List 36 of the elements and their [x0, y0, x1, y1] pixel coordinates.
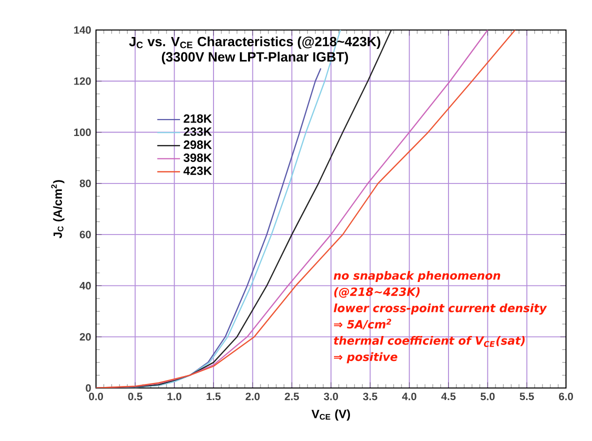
x-tick-label: 3.0 — [324, 392, 338, 400]
x-tick-label: 2.5 — [284, 392, 299, 400]
y-tick-label: 40 — [80, 282, 91, 290]
y-tick-label: 120 — [74, 77, 91, 85]
x-tick-label: 6.0 — [558, 392, 573, 400]
text: (3300V New LPT-Planar IGBT) — [162, 52, 348, 64]
x-tick-label: 0.0 — [89, 392, 103, 400]
annotation: ⇒ 5A/cm$^{2}$ — [334, 318, 392, 330]
y-tick-label: 0 — [86, 384, 91, 392]
x-tick-label: 1.0 — [168, 392, 182, 400]
legend-label: 423K — [183, 166, 212, 176]
x-axis-title: V$_{CE}$ (V) — [312, 409, 350, 421]
annotation: (@218~423K) — [334, 287, 420, 298]
x-tick-label: 4.5 — [441, 392, 456, 400]
annotation: lower cross-point current density — [334, 304, 547, 315]
x-tick-label: 3.5 — [363, 392, 378, 400]
y-tick-label: 60 — [80, 230, 91, 238]
legend-label: 398K — [184, 153, 212, 162]
annotation: ⇒ positive — [334, 352, 398, 364]
x-tick-label: 0.5 — [128, 392, 142, 400]
x-tick-label: 5.0 — [480, 392, 495, 400]
y-tick-label: 80 — [80, 180, 91, 188]
legend-label: 233K — [184, 127, 212, 136]
annotation: thermal coefficient of V$_{CE}$(sat) — [334, 336, 525, 347]
legend-label: 218K — [184, 114, 212, 123]
y-tick-label: 140 — [74, 26, 91, 34]
y-axis-title: J$_{C}$ (A/cm$^{2}$) — [51, 180, 64, 238]
x-tick-label: 2.0 — [246, 392, 260, 400]
x-tick-label: 4.0 — [402, 392, 416, 400]
legend-label: 298K — [184, 140, 212, 149]
y-tick-label: 100 — [74, 128, 91, 136]
x-tick-label: 1.5 — [206, 392, 221, 400]
y-tick-label: 20 — [80, 333, 91, 341]
x-tick-label: 5.5 — [520, 392, 534, 400]
annotation: no snapback phenomenon — [334, 270, 500, 282]
chart-title: J$_{C}$ vs. V$_{CE}$ Characteristics (@218~423K) — [129, 36, 380, 49]
